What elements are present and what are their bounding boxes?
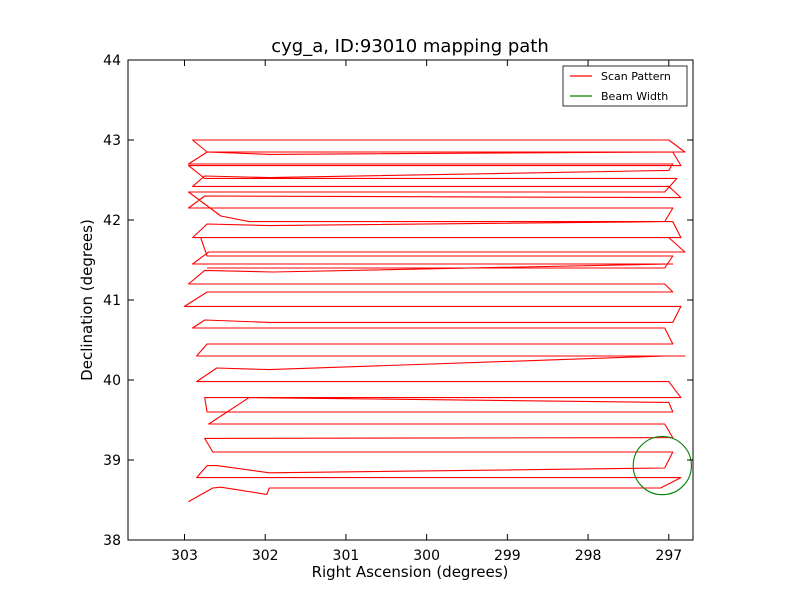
x-tick-label: 297 [655, 548, 682, 564]
y-tick-label: 42 [103, 213, 121, 229]
y-tick-label: 43 [103, 133, 121, 149]
beam-width-circle [632, 435, 692, 496]
x-tick-label: 302 [252, 548, 279, 564]
plot-data-layer [183, 139, 692, 503]
legend-box [562, 65, 688, 107]
x-tick-label: 298 [575, 548, 602, 564]
y-tick-label: 44 [103, 53, 121, 69]
scan-pattern-line [183, 139, 686, 503]
x-tick-label: 301 [333, 548, 360, 564]
legend-beam-label: Beam Width [601, 90, 668, 103]
y-tick-label: 38 [103, 533, 121, 549]
y-axis: 38 39 40 41 42 43 44 [103, 53, 693, 549]
y-tick-label: 40 [103, 373, 121, 389]
x-axis-label: Right Ascension (degrees) [312, 563, 509, 581]
y-tick-label: 41 [103, 293, 121, 309]
x-tick-label: 303 [171, 548, 198, 564]
legend-scan-label: Scan Pattern [601, 70, 671, 83]
x-tick-label: 300 [413, 548, 440, 564]
legend: Scan Pattern Beam Width [562, 65, 688, 107]
x-tick-label: 299 [494, 548, 521, 564]
y-axis-label: Declination (degrees) [78, 219, 96, 381]
chart-title: cyg_a, ID:93010 mapping path [271, 36, 549, 57]
x-axis: 303 302 301 300 299 298 297 [171, 60, 682, 564]
y-tick-label: 39 [103, 453, 121, 469]
